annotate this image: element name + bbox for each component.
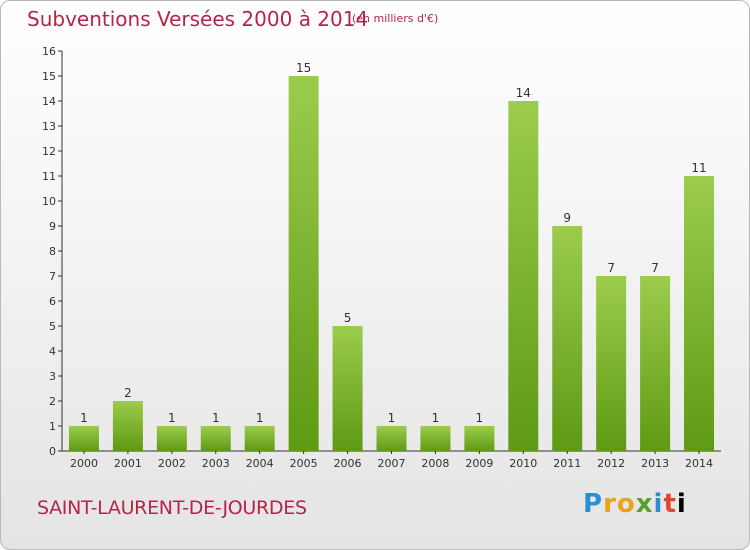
- data-label-2014: 11: [691, 161, 706, 175]
- y-tick-label: 5: [49, 320, 56, 333]
- bar-2011: [552, 226, 583, 451]
- x-tick-label: 2008: [421, 457, 449, 470]
- y-tick-label: 12: [42, 145, 56, 158]
- y-tick-label: 4: [49, 345, 56, 358]
- x-tick-label: 2004: [246, 457, 274, 470]
- x-tick-label: 2014: [685, 457, 713, 470]
- bar-2002: [156, 426, 187, 451]
- data-label-2004: 1: [256, 411, 264, 425]
- y-tick-label: 13: [42, 120, 56, 133]
- x-tick-label: 2007: [378, 457, 406, 470]
- y-tick-label: 15: [42, 70, 56, 83]
- data-label-2007: 1: [388, 411, 396, 425]
- x-tick-label: 2003: [202, 457, 230, 470]
- y-tick-label: 2: [49, 395, 56, 408]
- bar-2008: [420, 426, 451, 451]
- data-label-2011: 9: [563, 211, 571, 225]
- y-tick-label: 16: [42, 45, 56, 58]
- x-tick-label: 2011: [553, 457, 581, 470]
- data-label-2003: 1: [212, 411, 220, 425]
- y-tick-label: 1: [49, 420, 56, 433]
- data-label-2006: 5: [344, 311, 352, 325]
- chart-bars: [68, 76, 715, 451]
- data-label-2000: 1: [80, 411, 88, 425]
- bar-2010: [508, 101, 539, 451]
- chart-title: Subventions Versées 2000 à 2014: [27, 7, 369, 31]
- x-tick-label: 2009: [465, 457, 493, 470]
- y-tick-label: 9: [49, 220, 56, 233]
- x-tick-label: 2010: [509, 457, 537, 470]
- bar-2000: [68, 426, 99, 451]
- x-tick-label: 2006: [334, 457, 362, 470]
- bar-2007: [376, 426, 407, 451]
- y-tick-label: 10: [42, 195, 56, 208]
- x-tick-label: 2013: [641, 457, 669, 470]
- x-tick-label: 2005: [290, 457, 318, 470]
- data-label-2013: 7: [651, 261, 659, 275]
- bar-2012: [596, 276, 627, 451]
- data-label-2010: 14: [516, 86, 531, 100]
- y-tick-label: 6: [49, 295, 56, 308]
- bar-2006: [332, 326, 363, 451]
- bar-2013: [640, 276, 671, 451]
- y-tick-label: 11: [42, 170, 56, 183]
- bar-2001: [112, 401, 143, 451]
- data-label-2005: 15: [296, 61, 311, 75]
- data-label-2002: 1: [168, 411, 176, 425]
- bar-2009: [464, 426, 495, 451]
- x-tick-label: 2001: [114, 457, 142, 470]
- x-tick-label: 2002: [158, 457, 186, 470]
- proxiti-logo: Proxiti: [583, 489, 687, 519]
- y-tick-label: 8: [49, 245, 56, 258]
- y-tick-label: 7: [49, 270, 56, 283]
- x-tick-label: 2000: [70, 457, 98, 470]
- bar-2005: [288, 76, 319, 451]
- data-label-2009: 1: [476, 411, 484, 425]
- data-label-2012: 7: [607, 261, 615, 275]
- bar-2004: [244, 426, 275, 451]
- bar-2003: [200, 426, 231, 451]
- commune-name: SAINT-LAURENT-DE-JOURDES: [37, 497, 307, 519]
- data-label-2008: 1: [432, 411, 440, 425]
- y-tick-label: 3: [49, 370, 56, 383]
- y-tick-label: 14: [42, 95, 56, 108]
- y-tick-label: 0: [49, 445, 56, 458]
- bar-2014: [684, 176, 715, 451]
- x-tick-label: 2012: [597, 457, 625, 470]
- data-label-2001: 2: [124, 386, 132, 400]
- units-note: (en milliers d'€): [352, 12, 439, 25]
